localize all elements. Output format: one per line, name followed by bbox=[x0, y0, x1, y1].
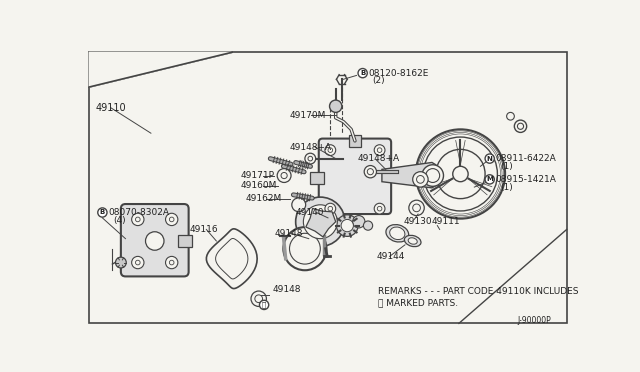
Circle shape bbox=[328, 206, 333, 211]
Text: 08070-8302A: 08070-8302A bbox=[109, 208, 170, 217]
Text: 49140: 49140 bbox=[296, 208, 324, 217]
Circle shape bbox=[517, 123, 524, 129]
Text: 49148+A: 49148+A bbox=[289, 142, 332, 151]
Circle shape bbox=[255, 295, 262, 302]
Circle shape bbox=[170, 260, 174, 265]
Circle shape bbox=[417, 176, 424, 183]
Circle shape bbox=[325, 203, 336, 214]
Circle shape bbox=[136, 260, 140, 265]
Circle shape bbox=[424, 137, 497, 211]
Text: 49116: 49116 bbox=[189, 225, 218, 234]
Circle shape bbox=[289, 233, 320, 264]
Circle shape bbox=[364, 166, 376, 178]
Circle shape bbox=[515, 120, 527, 132]
Polygon shape bbox=[306, 208, 336, 237]
Circle shape bbox=[337, 215, 358, 236]
Text: 49162M: 49162M bbox=[246, 194, 282, 203]
Circle shape bbox=[259, 300, 269, 310]
Text: 49171P: 49171P bbox=[241, 171, 275, 180]
Circle shape bbox=[507, 112, 515, 120]
Circle shape bbox=[358, 68, 367, 78]
FancyBboxPatch shape bbox=[121, 204, 189, 276]
Circle shape bbox=[364, 221, 372, 230]
Circle shape bbox=[378, 148, 382, 153]
Text: N: N bbox=[487, 155, 493, 161]
Text: M: M bbox=[486, 176, 493, 182]
Text: 49170M: 49170M bbox=[289, 111, 326, 120]
Text: (4): (4) bbox=[113, 216, 126, 225]
Text: B: B bbox=[100, 209, 105, 215]
Circle shape bbox=[308, 156, 312, 161]
Circle shape bbox=[416, 129, 505, 219]
Circle shape bbox=[115, 257, 126, 268]
Circle shape bbox=[374, 145, 385, 155]
Circle shape bbox=[367, 169, 373, 175]
Ellipse shape bbox=[404, 235, 421, 247]
Text: 49110: 49110 bbox=[95, 103, 126, 113]
Circle shape bbox=[166, 213, 178, 225]
Bar bbox=[310, 172, 324, 184]
Circle shape bbox=[314, 216, 326, 228]
Text: ⓐ MARKED PARTS.: ⓐ MARKED PARTS. bbox=[378, 298, 458, 307]
Circle shape bbox=[132, 213, 144, 225]
Ellipse shape bbox=[390, 227, 405, 240]
Circle shape bbox=[436, 150, 485, 199]
Circle shape bbox=[98, 208, 107, 217]
Circle shape bbox=[426, 169, 440, 183]
Circle shape bbox=[341, 219, 353, 232]
Circle shape bbox=[378, 206, 382, 211]
Circle shape bbox=[296, 197, 345, 246]
Circle shape bbox=[353, 216, 365, 228]
Circle shape bbox=[132, 256, 144, 269]
Circle shape bbox=[284, 227, 326, 270]
FancyBboxPatch shape bbox=[319, 139, 391, 214]
Circle shape bbox=[422, 165, 444, 186]
Text: (2): (2) bbox=[372, 76, 385, 85]
Ellipse shape bbox=[408, 238, 417, 244]
Text: 49148: 49148 bbox=[273, 285, 301, 294]
Text: B: B bbox=[360, 70, 365, 76]
Circle shape bbox=[485, 154, 494, 163]
Text: 49160M: 49160M bbox=[241, 181, 277, 190]
Text: 08120-8162E: 08120-8162E bbox=[368, 68, 428, 78]
Text: 08911-6422A: 08911-6422A bbox=[496, 154, 557, 163]
Circle shape bbox=[409, 200, 424, 216]
Text: (1): (1) bbox=[500, 183, 513, 192]
Text: REMARKS - - - PART CODE 49110K INCLUDES: REMARKS - - - PART CODE 49110K INCLUDES bbox=[378, 286, 579, 295]
Circle shape bbox=[303, 205, 337, 239]
Circle shape bbox=[330, 100, 342, 112]
Circle shape bbox=[170, 217, 174, 222]
Polygon shape bbox=[382, 163, 436, 188]
Circle shape bbox=[413, 172, 428, 187]
Circle shape bbox=[485, 175, 494, 184]
Polygon shape bbox=[90, 52, 232, 87]
Text: 49148: 49148 bbox=[274, 229, 303, 238]
Ellipse shape bbox=[386, 225, 409, 242]
Text: 49130: 49130 bbox=[403, 217, 432, 226]
Circle shape bbox=[145, 232, 164, 250]
Circle shape bbox=[136, 217, 140, 222]
Text: J-90000P: J-90000P bbox=[518, 316, 551, 325]
Circle shape bbox=[281, 173, 287, 179]
Polygon shape bbox=[207, 229, 257, 289]
Polygon shape bbox=[216, 238, 248, 279]
Circle shape bbox=[166, 256, 178, 269]
Bar bbox=[178, 235, 192, 247]
Circle shape bbox=[413, 204, 420, 212]
Circle shape bbox=[325, 145, 336, 155]
Circle shape bbox=[292, 198, 306, 212]
Text: 08915-1421A: 08915-1421A bbox=[496, 175, 557, 184]
Text: (1): (1) bbox=[500, 162, 513, 171]
Text: 49111: 49111 bbox=[432, 217, 461, 226]
Circle shape bbox=[251, 291, 266, 307]
Circle shape bbox=[328, 148, 333, 153]
Text: ⓐ: ⓐ bbox=[262, 302, 266, 308]
Circle shape bbox=[277, 169, 291, 183]
Text: 49148+A: 49148+A bbox=[357, 154, 399, 163]
Circle shape bbox=[452, 166, 468, 182]
Circle shape bbox=[305, 153, 316, 164]
Circle shape bbox=[374, 203, 385, 214]
Text: 49144: 49144 bbox=[376, 252, 405, 261]
Bar bbox=[349, 135, 361, 147]
